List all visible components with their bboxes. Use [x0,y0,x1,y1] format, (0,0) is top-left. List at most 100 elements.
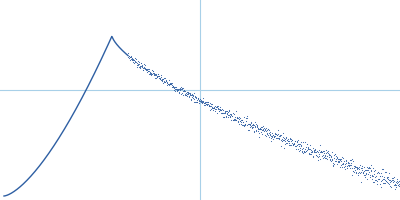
Point [139,65,145,68]
Point [345,161,352,164]
Point [125,55,132,58]
Point [163,79,170,83]
Point [162,80,169,84]
Point [209,105,216,109]
Point [231,112,238,115]
Point [388,179,394,182]
Point [257,128,264,131]
Point [223,110,230,113]
Point [268,131,275,135]
Point [198,101,204,104]
Point [242,122,248,125]
Point [212,104,218,107]
Point [336,157,343,160]
Point [352,165,358,169]
Point [153,73,159,77]
Point [272,132,279,136]
Point [229,115,235,118]
Point [274,136,281,139]
Point [339,156,345,159]
Point [376,172,382,175]
Point [282,142,288,145]
Point [246,129,252,132]
Point [183,93,189,96]
Point [260,124,267,128]
Point [161,79,168,82]
Point [392,187,398,191]
Point [228,112,235,115]
Point [215,108,222,111]
Point [274,136,281,139]
Point [335,157,342,160]
Point [192,95,199,98]
Point [241,124,248,127]
Point [349,173,356,177]
Point [338,166,345,169]
Point [374,177,381,180]
Point [367,175,373,178]
Point [354,174,361,177]
Point [235,116,242,119]
Point [188,93,195,96]
Point [369,178,375,181]
Point [316,153,322,156]
Point [356,166,362,169]
Point [346,159,353,162]
Point [306,152,313,155]
Point [249,125,255,129]
Point [289,142,295,145]
Point [144,68,151,71]
Point [325,150,331,153]
Point [382,178,388,181]
Point [228,114,234,117]
Point [174,88,180,91]
Point [140,68,146,72]
Point [192,95,198,98]
Point [234,120,241,123]
Point [180,86,186,89]
Point [132,57,138,60]
Point [372,175,378,178]
Point [198,98,204,102]
Point [392,184,398,187]
Point [385,175,392,179]
Point [266,132,272,135]
Point [348,158,354,161]
Point [290,143,297,146]
Point [374,171,380,174]
Point [364,177,370,180]
Point [336,159,342,162]
Point [164,83,170,86]
Point [296,142,302,145]
Point [304,143,310,146]
Point [327,159,334,162]
Point [132,61,139,64]
Point [241,123,247,126]
Point [187,93,193,96]
Point [304,142,310,145]
Point [318,150,324,153]
Point [230,118,236,121]
Point [257,126,263,129]
Point [146,70,152,73]
Point [326,157,333,161]
Point [353,166,360,169]
Point [376,174,383,178]
Point [156,77,163,80]
Point [213,104,220,107]
Point [164,81,170,84]
Point [217,109,223,112]
Point [190,95,196,98]
Point [275,133,281,136]
Point [378,185,384,188]
Point [354,166,360,170]
Point [253,122,260,126]
Point [210,106,217,109]
Point [354,167,361,171]
Point [274,134,280,137]
Point [179,92,186,95]
Point [324,150,330,154]
Point [136,62,142,65]
Point [159,79,165,83]
Point [134,60,141,63]
